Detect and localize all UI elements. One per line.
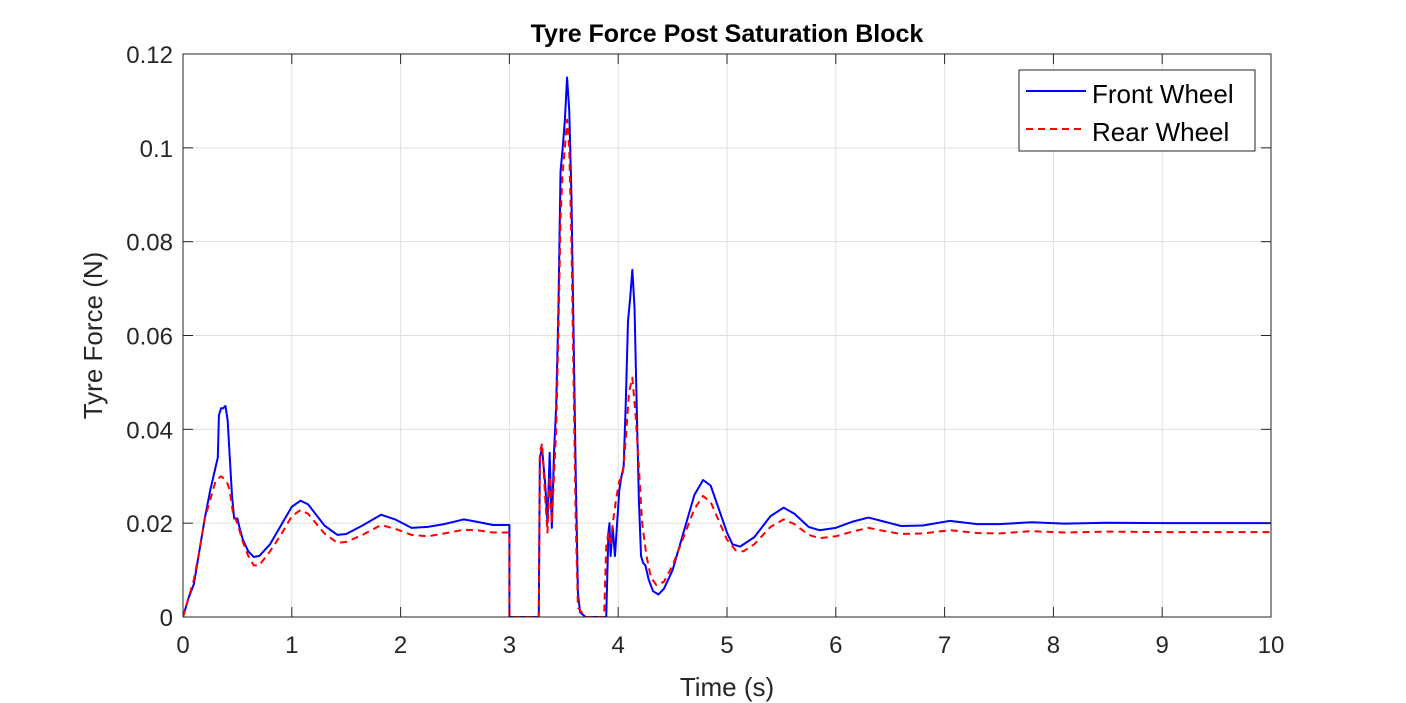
- x-tick-label: 4: [612, 632, 625, 659]
- y-tick-label: 0.02: [126, 511, 173, 538]
- legend: Front Wheel Rear Wheel: [1019, 70, 1255, 151]
- y-tick-label: 0: [160, 605, 173, 632]
- x-tick-label: 3: [503, 632, 516, 659]
- y-tick-label: 0.1: [140, 136, 173, 163]
- x-tick-label: 9: [1156, 632, 1169, 659]
- x-tick-label: 0: [176, 632, 189, 659]
- legend-label-front-wheel: Front Wheel: [1092, 79, 1234, 109]
- x-tick-label: 10: [1258, 632, 1285, 659]
- legend-label-rear-wheel: Rear Wheel: [1092, 117, 1229, 147]
- chart-title: Tyre Force Post Saturation Block: [531, 20, 924, 48]
- x-tick-label: 7: [938, 632, 951, 659]
- y-tick-label: 0.08: [126, 230, 173, 257]
- x-tick-label: 6: [829, 632, 842, 659]
- x-tick-label: 8: [1047, 632, 1060, 659]
- y-tick-label: 0.06: [126, 324, 173, 351]
- y-tick-label: 0.12: [126, 42, 173, 69]
- x-tick-label: 1: [285, 632, 298, 659]
- x-tick-label: 2: [394, 632, 407, 659]
- x-axis-label: Time (s): [680, 672, 774, 702]
- y-tick-label: 0.04: [126, 417, 173, 444]
- x-tick-label: 5: [720, 632, 733, 659]
- y-axis-label: Tyre Force (N): [78, 252, 108, 420]
